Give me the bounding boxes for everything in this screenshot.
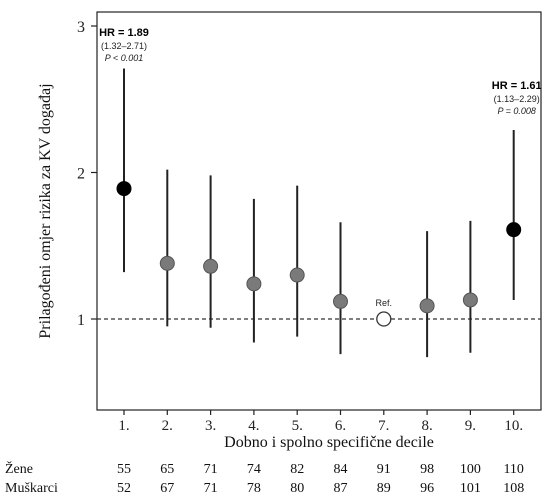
y-tick-label: 1 <box>77 312 85 329</box>
hazard-ratio-point <box>203 258 219 274</box>
annotation-p: P = 0.008 <box>497 106 535 116</box>
table-cell: 89 <box>377 481 391 496</box>
hazard-ratio-point <box>289 267 305 283</box>
plot-frame <box>96 11 542 411</box>
y-axis-title: Prilagođeni omjer rizika za KV događaj <box>37 83 54 338</box>
hazard-ratio-point <box>246 276 262 292</box>
hazard-ratio-point <box>116 181 132 197</box>
x-axis-title: Dobno i spolno specifične decile <box>224 434 434 451</box>
table-cell: 67 <box>160 481 174 496</box>
x-tick-label: 1. <box>118 418 129 434</box>
table-cell: 108 <box>503 481 524 496</box>
x-tick-label: 7. <box>378 418 389 434</box>
table-cell: 55 <box>117 462 131 477</box>
table-cell: 100 <box>460 462 481 477</box>
x-tick-label: 3. <box>205 418 216 434</box>
table-cell: 71 <box>204 462 218 477</box>
table-cell: 74 <box>247 462 261 477</box>
table-cell: 87 <box>334 481 348 496</box>
y-tick-label: 3 <box>77 19 85 36</box>
hazard-ratio-point <box>419 298 435 314</box>
x-tick-label: 10. <box>504 418 523 434</box>
table-cell: 52 <box>117 481 131 496</box>
reference-label: Ref. <box>376 298 393 308</box>
y-tick-label: 2 <box>77 166 85 183</box>
hazard-ratio-point <box>159 255 175 271</box>
table-cell: 110 <box>503 462 523 477</box>
x-tick-label: 4. <box>248 418 259 434</box>
hazard-ratio-point <box>333 293 348 309</box>
table-cell: 101 <box>460 481 481 496</box>
annotation-ci: (1.13–2.29) <box>494 94 540 104</box>
table-cell: 84 <box>334 462 348 477</box>
x-tick-label: 8. <box>421 418 432 434</box>
annotation-ci: (1.32–2.71) <box>101 41 147 51</box>
annotation-hr: HR = 1.61 <box>492 80 542 92</box>
hazard-ratio-point <box>506 222 522 238</box>
x-tick-label: 5. <box>292 418 303 434</box>
table-row-label: Žene <box>5 460 33 477</box>
table-cell: 78 <box>247 481 261 496</box>
hazard-ratio-point <box>462 292 478 308</box>
annotation-p: P < 0.001 <box>105 53 143 63</box>
table-cell: 80 <box>290 481 304 496</box>
x-tick-label: 9. <box>465 418 476 434</box>
table-cell: 82 <box>290 462 304 477</box>
x-tick-label: 6. <box>335 418 346 434</box>
table-cell: 96 <box>420 481 434 496</box>
table-row-label: Muškarci <box>5 481 58 496</box>
table-cell: 98 <box>420 462 434 477</box>
annotation-hr: HR = 1.89 <box>99 27 149 39</box>
reference-point <box>376 311 392 327</box>
table-cell: 65 <box>160 462 174 477</box>
table-cell: 71 <box>204 481 218 496</box>
x-tick-label: 2. <box>162 418 173 434</box>
table-cell: 91 <box>377 462 391 477</box>
